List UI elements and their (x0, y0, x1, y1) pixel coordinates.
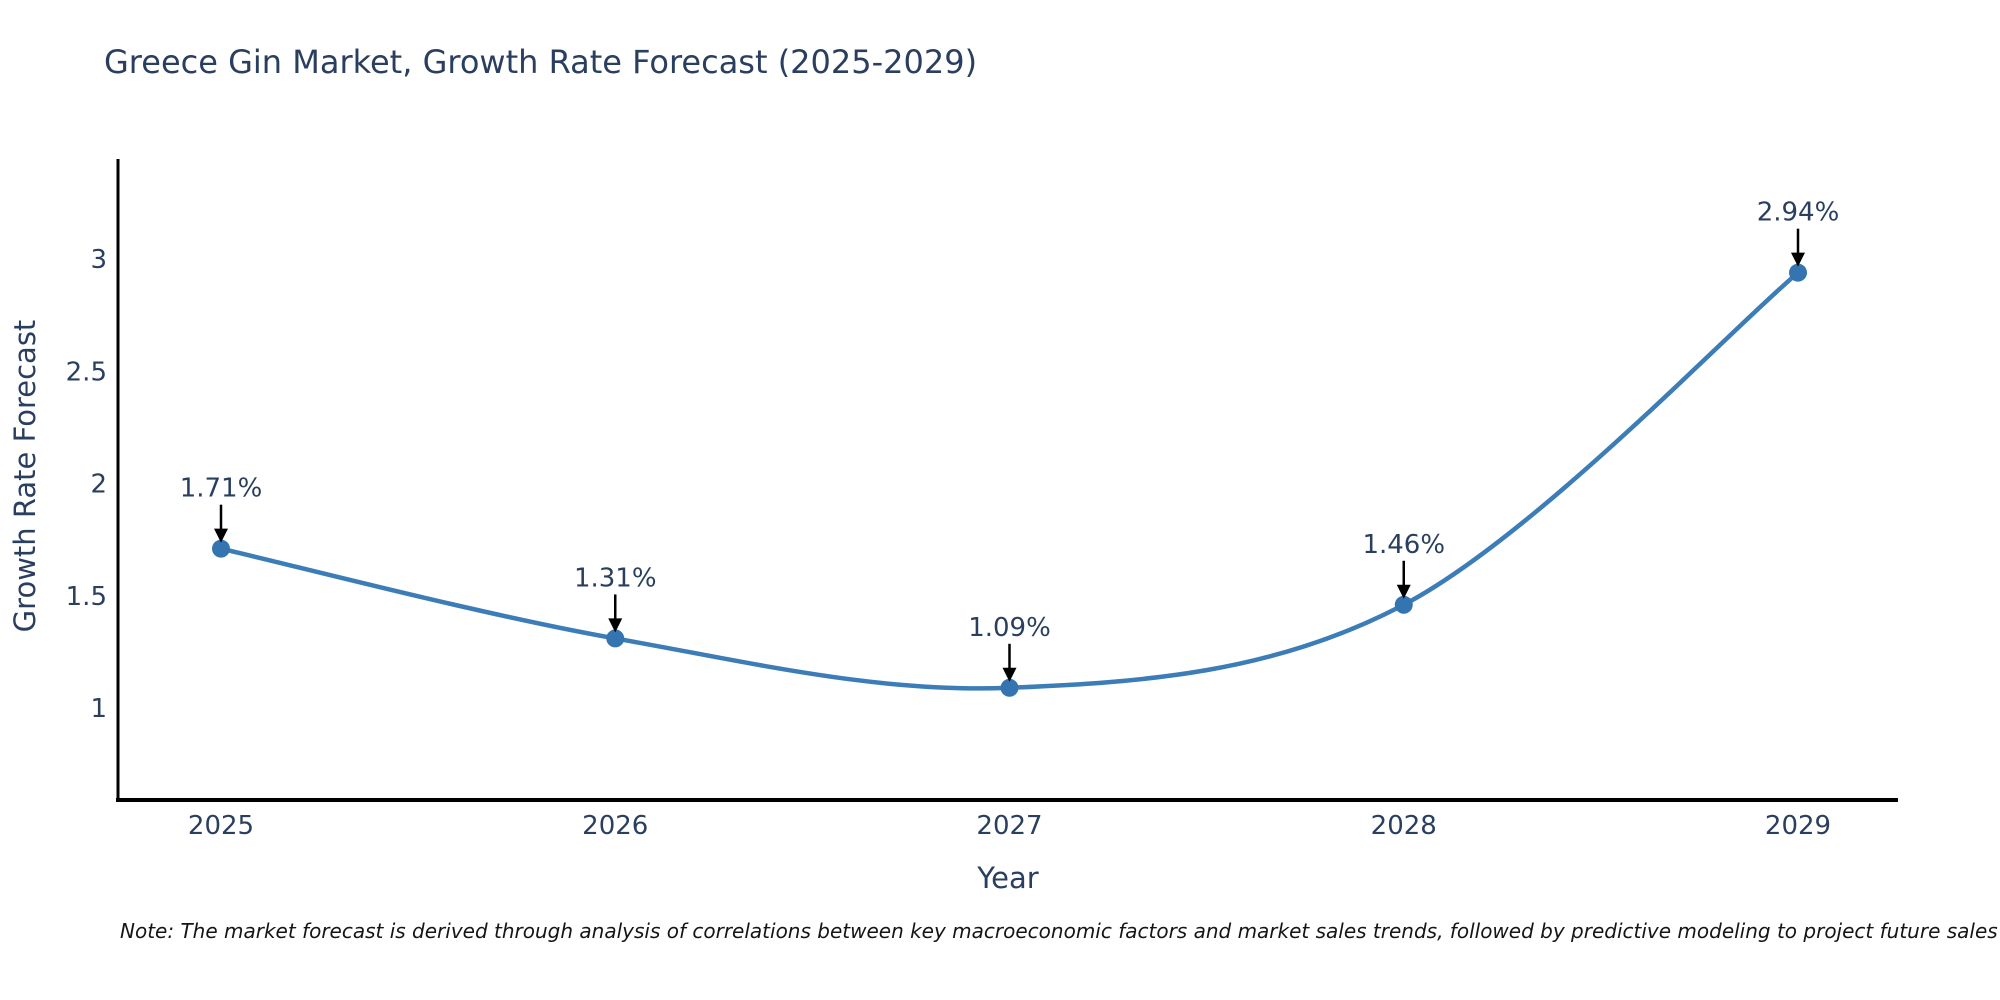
x-tick-label: 2027 (976, 811, 1042, 841)
y-tick-label: 2 (90, 470, 107, 500)
data-point-marker[interactable] (212, 539, 230, 558)
annotation-label: 1.31% (574, 563, 657, 593)
footnote: Note: The market forecast is derived thr… (120, 919, 1998, 943)
data-point-marker[interactable] (1000, 678, 1019, 697)
annotation-label: 1.71% (180, 474, 263, 504)
annotation-arrowhead (1396, 584, 1411, 599)
data-point-marker[interactable] (1789, 263, 1807, 282)
data-point-marker[interactable] (606, 629, 625, 648)
x-axis-title: Year (977, 861, 1039, 895)
y-axis-title: Growth Rate Forecast (8, 319, 42, 633)
annotation-arrowhead (214, 528, 228, 543)
x-tick-label: 2028 (1371, 811, 1437, 841)
x-tick-label: 2025 (188, 811, 254, 841)
y-tick-label: 1.5 (66, 582, 107, 612)
x-tick-label: 2026 (582, 811, 648, 841)
annotation-label: 2.94% (1757, 198, 1840, 228)
annotation-label: 1.46% (1362, 530, 1445, 560)
annotation-label: 1.09% (968, 613, 1051, 643)
chart-title: Greece Gin Market, Growth Rate Forecast … (104, 43, 978, 81)
x-tick-label: 2029 (1765, 811, 1831, 841)
annotation-arrowhead (608, 618, 623, 633)
y-tick-label: 1 (90, 694, 107, 724)
data-point-marker[interactable] (1394, 595, 1413, 614)
y-tick-label: 2.5 (66, 357, 107, 387)
annotation-arrowhead (1002, 667, 1017, 682)
annotation-arrowhead (1791, 252, 1805, 267)
y-tick-label: 3 (90, 245, 107, 275)
